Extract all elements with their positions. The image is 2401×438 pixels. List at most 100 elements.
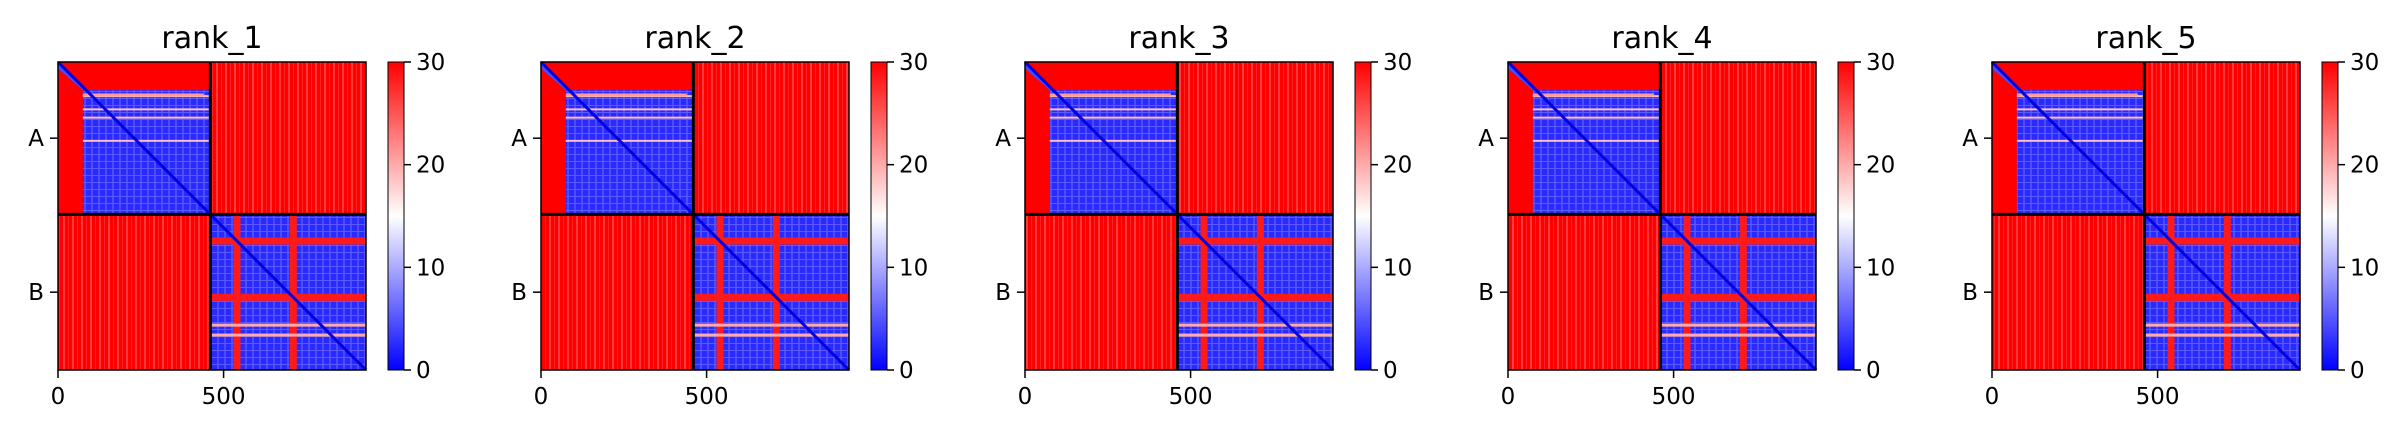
colorbar-tick-label: 30 [899, 50, 928, 76]
diagonal [1023, 60, 1335, 372]
panel-title: rank_1 [161, 21, 262, 56]
block-B-A [1992, 214, 2145, 370]
block-A-stripe [2016, 93, 2138, 97]
x-tick-label: 500 [202, 384, 246, 410]
block-A-B [1660, 62, 1816, 215]
x-tick-label: 0 [51, 384, 66, 410]
diagonal [1506, 60, 1818, 372]
block-B-stripe [1683, 214, 1691, 370]
colorbar-tick-label: 30 [1866, 50, 1895, 76]
block-B-stripe [210, 237, 366, 245]
colorbar [2321, 61, 2339, 371]
block-A-stripe [2016, 108, 2145, 111]
block-A-B [2144, 62, 2300, 215]
block-B-stripe [1177, 333, 1333, 337]
block-B-stripe [1660, 293, 1816, 301]
block-A-stripe [82, 93, 204, 97]
block-B-stripe [772, 214, 780, 370]
block-B-stripe [210, 323, 366, 327]
colorbar-tick-label: 10 [899, 255, 928, 281]
colorbar [1354, 61, 1372, 371]
block-A-stripe [565, 93, 687, 97]
y-tick-label: A [1962, 126, 1978, 152]
heatmap-panel-2: rank_2 A B 0 500 0 10 20 30 [511, 21, 928, 410]
block-B-stripe [2144, 293, 2300, 301]
y-tick-label: B [995, 280, 1011, 306]
block-A-stripe [2016, 139, 2145, 142]
block-B-stripe [1200, 214, 1208, 370]
y-tick-label: B [511, 280, 527, 306]
panel-title: rank_3 [1128, 21, 1229, 56]
colorbar [387, 61, 405, 371]
x-tick-label: 0 [1501, 384, 1516, 410]
colorbar [870, 61, 888, 371]
block-A-stripe [565, 108, 694, 111]
block-B-stripe [210, 333, 366, 337]
y-tick-label: B [1962, 280, 1978, 306]
block-B-A [1025, 214, 1178, 370]
block-A-stripe [565, 139, 694, 142]
colorbar-tick-label: 10 [416, 255, 445, 281]
block-B-stripe [693, 293, 849, 301]
panel-title: rank_4 [1611, 21, 1712, 56]
y-tick-label: B [28, 280, 44, 306]
plot-frame [57, 61, 367, 371]
block-B-stripe [693, 333, 849, 337]
panel-title: rank_2 [644, 21, 745, 56]
block-A-stripe [1049, 116, 1178, 119]
block-A-stripe [1532, 116, 1661, 119]
block-B-stripe [2144, 333, 2300, 337]
block-B-stripe [1177, 323, 1333, 327]
colorbar-tick-label: 30 [1383, 50, 1412, 76]
colorbar-tick-label: 0 [2350, 358, 2365, 384]
colorbar-tick-label: 20 [1866, 153, 1895, 179]
colorbar-tick-label: 20 [416, 153, 445, 179]
block-B-A [58, 214, 211, 370]
block-B-stripe [2167, 214, 2175, 370]
y-tick-label: A [511, 126, 527, 152]
block-A-stripe [82, 116, 211, 119]
colorbar-tick-label: 0 [1383, 358, 1398, 384]
plot-frame [1024, 61, 1334, 371]
block-B-A [1508, 214, 1661, 370]
colorbar-tick-label: 0 [1866, 358, 1881, 384]
block-B-stripe [1256, 214, 1264, 370]
heatmap-panel-3: rank_3 A B 0 500 0 10 20 30 [995, 21, 1412, 410]
block-B-stripe [2144, 237, 2300, 245]
block-A-B [693, 62, 849, 215]
diagonal [56, 60, 368, 372]
block-A-stripe [82, 108, 211, 111]
y-tick-label: A [1478, 126, 1494, 152]
block-B-stripe [1739, 214, 1747, 370]
colorbar-tick-label: 30 [416, 50, 445, 76]
block-B-stripe [693, 323, 849, 327]
y-tick-label: B [1478, 280, 1494, 306]
block-A-stripe [82, 139, 211, 142]
x-tick-label: 0 [534, 384, 549, 410]
y-tick-label: A [995, 126, 1011, 152]
block-B-stripe [289, 214, 297, 370]
colorbar-tick-label: 10 [1383, 255, 1412, 281]
y-tick-label: A [28, 126, 44, 152]
block-A-B [1177, 62, 1333, 215]
x-tick-label: 0 [1018, 384, 1033, 410]
block-A-stripe [565, 116, 694, 119]
plot-frame [1507, 61, 1817, 371]
x-tick-label: 500 [685, 384, 729, 410]
x-tick-label: 500 [2136, 384, 2180, 410]
block-B-stripe [210, 293, 366, 301]
block-B-stripe [233, 214, 241, 370]
block-B-stripe [1660, 323, 1816, 327]
block-B-stripe [1177, 293, 1333, 301]
diagonal [539, 60, 851, 372]
block-B-stripe [1660, 237, 1816, 245]
colorbar-tick-label: 20 [899, 153, 928, 179]
block-A-stripe [1532, 108, 1661, 111]
block-A-stripe [1049, 93, 1171, 97]
block-A-stripe [1049, 108, 1178, 111]
x-tick-label: 500 [1169, 384, 1213, 410]
x-tick-label: 500 [1652, 384, 1696, 410]
x-tick-label: 0 [1985, 384, 2000, 410]
block-B-stripe [693, 237, 849, 245]
